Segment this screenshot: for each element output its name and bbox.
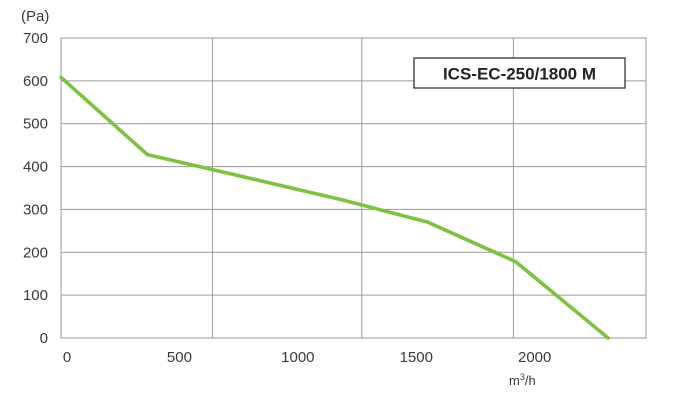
y-tick-label-7: 700 <box>23 30 48 47</box>
ticks: 0 100 200 300 400 500 600 700 0 500 1000 1500 2000 <box>23 30 551 366</box>
x-axis-label-tail: /h <box>525 373 536 388</box>
legend-series-name: ICS-EC-250/1800 M <box>443 65 596 84</box>
x-tick-label-0: 0 <box>63 349 71 366</box>
y-tick-label-5: 500 <box>23 116 48 133</box>
x-tick-label-1: 500 <box>167 349 192 366</box>
y-tick-label-4: 400 <box>23 159 48 176</box>
series-layer <box>59 75 610 340</box>
x-axis-label: m3/h <box>509 372 536 388</box>
y-tick-label-0: 0 <box>40 330 48 347</box>
x-tick-label-3: 1500 <box>400 349 433 366</box>
plot-frame <box>60 37 647 339</box>
legend: ICS-EC-250/1800 M <box>413 57 626 89</box>
x-axis-label-base: m <box>509 373 520 388</box>
grid <box>61 38 646 338</box>
legend-box <box>413 57 626 89</box>
x-tick-label-2: 1000 <box>281 349 314 366</box>
y-tick-label-6: 600 <box>23 73 48 90</box>
series-line-0 <box>59 75 610 340</box>
x-axis-label-sup: 3 <box>520 372 525 382</box>
y-axis-label: (Pa) <box>21 8 49 25</box>
y-tick-label-2: 200 <box>23 244 48 261</box>
y-tick-label-1: 100 <box>23 287 48 304</box>
x-tick-label-4: 2000 <box>518 349 551 366</box>
y-tick-label-3: 300 <box>23 201 48 218</box>
